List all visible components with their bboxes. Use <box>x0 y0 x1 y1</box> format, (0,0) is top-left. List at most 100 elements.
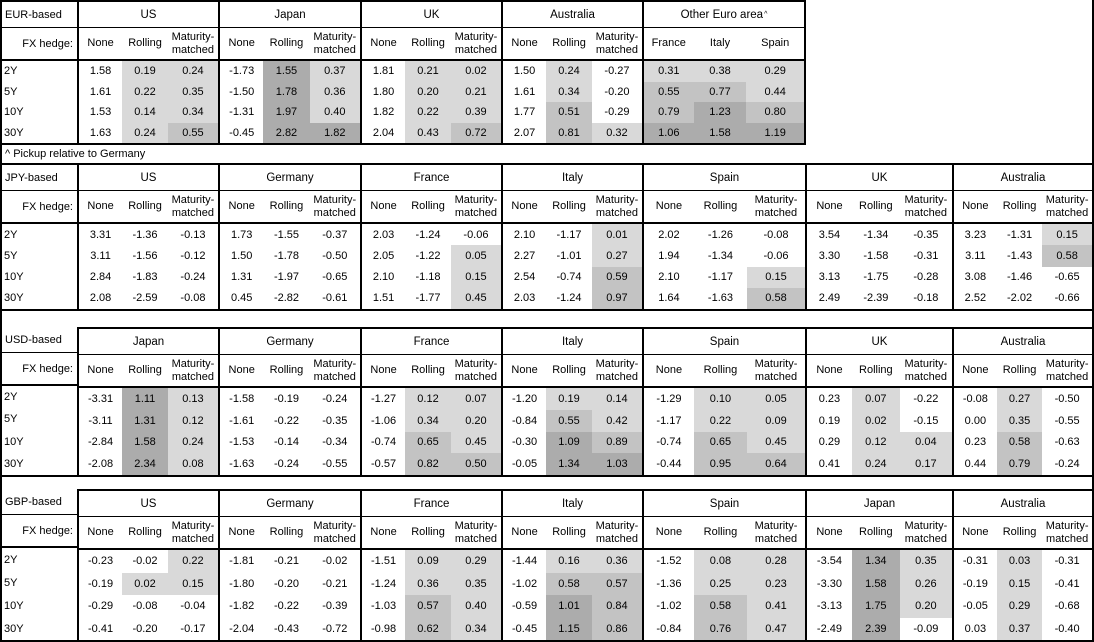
value-cell: 2.10 <box>658 271 680 284</box>
table-row: -0.41 -0.20 -0.17 <box>79 618 218 641</box>
value-cell: 0.65 <box>405 431 451 454</box>
value-cell: -1.81 <box>229 555 255 568</box>
value-cell: 0.36 <box>405 572 451 595</box>
value-cell: -1.18 <box>415 271 441 284</box>
country-group-australia: Australia None Rolling Maturity-matched 1.50… <box>501 0 642 143</box>
table-row: 2.08 -2.59 -0.08 <box>79 288 218 309</box>
value-cell: -0.24 <box>322 392 348 405</box>
value-cell: -1.06 <box>371 414 397 427</box>
value-cell: -0.19 <box>273 392 300 405</box>
value-cell: 0.58 <box>747 287 805 309</box>
table-row: 2.03 -1.24 -0.06 <box>362 224 501 245</box>
table-row: -0.08 0.27 -0.50 <box>954 388 1092 410</box>
data-rows: 2.10 -1.17 0.01 2.27 -1.01 0.27 2.54 -0.74 0.59 2… <box>503 224 642 309</box>
value-cell: 0.40 <box>309 102 360 123</box>
value-cell: 0.44 <box>964 458 987 471</box>
value-cell: 1.03 <box>591 453 642 475</box>
value-cell: 3.08 <box>964 271 987 284</box>
column-header-none: None <box>228 37 255 50</box>
country-header-label: Spain <box>709 171 740 184</box>
value-cell: -1.55 <box>273 228 300 241</box>
country-group-us: US None Rolling Maturity-matched -0.23 -0.02 0… <box>77 489 218 640</box>
value-cell: 0.08 <box>693 550 748 573</box>
value-cell: -1.17 <box>656 414 682 427</box>
value-cell: 0.03 <box>964 622 987 635</box>
value-cell: 1.51 <box>372 292 395 305</box>
value-cell: 0.95 <box>693 453 748 475</box>
rates-table-gbp-based: GBP-based FX hedge: 2Y 5Y 10Y 30Y US None Rollin… <box>2 489 1092 642</box>
value-cell: -2.39 <box>863 292 889 305</box>
table-row: 1.73 -1.55 -0.37 <box>220 224 360 245</box>
value-cell: 0.77 <box>693 81 747 102</box>
value-cell: 0.07 <box>851 388 900 410</box>
column-header-spain: Spain <box>761 37 790 50</box>
label-column: USD-based FX hedge: 2Y 5Y 10Y 30Y <box>2 327 77 475</box>
value-cell: -0.24 <box>1054 458 1080 471</box>
value-cell: 0.21 <box>405 61 451 82</box>
table-row: 0.23 0.07 -0.22 <box>807 388 952 410</box>
value-cell: -0.39 <box>322 600 348 613</box>
table-row: 0.41 0.24 0.17 <box>807 453 952 475</box>
table-row: 0.23 0.58 -0.63 <box>954 431 1092 454</box>
value-cell: -0.37 <box>322 228 348 241</box>
value-cell: -1.36 <box>656 577 682 590</box>
column-header-maturity-matched: Maturity-matched <box>754 194 798 219</box>
value-cell: 0.45 <box>450 431 501 454</box>
value-cell: -0.66 <box>1054 292 1080 305</box>
value-cell: -1.03 <box>371 600 397 613</box>
column-header-none: None <box>655 200 683 213</box>
column-header-rolling: Rolling <box>859 526 893 539</box>
country-header: France <box>362 329 501 355</box>
value-cell: 0.36 <box>591 550 642 573</box>
value-cell: 0.29 <box>996 595 1043 618</box>
value-cell: -0.45 <box>512 622 538 635</box>
column-header-maturity-matched: Maturity-matched <box>313 194 357 219</box>
value-cell: 1.63 <box>89 126 112 139</box>
country-header: France <box>362 491 501 517</box>
column-header-maturity-matched: Maturity-matched <box>1045 358 1089 383</box>
table-row: 2.02 -1.26 -0.08 <box>644 224 805 245</box>
country-group-italy: Italy None Rolling Maturity-matched -1.20 0.1… <box>501 327 642 475</box>
value-cell: 0.72 <box>450 122 501 143</box>
value-cell: -0.20 <box>132 622 158 635</box>
value-cell: -0.41 <box>1054 577 1080 590</box>
value-cell: -0.08 <box>962 392 988 405</box>
value-cell: 0.51 <box>546 102 592 123</box>
value-cell: 0.80 <box>746 102 804 123</box>
table-row: 2.27 -1.01 0.27 <box>503 245 642 267</box>
data-rows: 0.23 0.07 -0.22 0.19 0.02 -0.15 0.29 0.12 0.04 0.… <box>807 388 952 475</box>
table-row: -1.51 0.09 0.29 <box>362 550 501 573</box>
table-row: 0.00 0.35 -0.55 <box>954 409 1092 432</box>
hedge-column-headers: None Rolling Maturity-matched <box>362 28 501 61</box>
value-cell: -0.09 <box>913 622 939 635</box>
value-cell: 0.89 <box>591 431 642 454</box>
table-row: 1.50 0.24 -0.27 <box>503 61 642 82</box>
value-cell: -0.22 <box>913 392 939 405</box>
value-cell: 0.58 <box>693 595 748 618</box>
value-cell: 0.24 <box>122 122 168 143</box>
value-cell: -0.18 <box>913 292 939 305</box>
table-row: -0.98 0.62 0.34 <box>362 617 501 640</box>
value-cell: 0.09 <box>405 550 451 573</box>
value-cell: 0.24 <box>167 61 218 82</box>
value-cell: 0.44 <box>746 81 804 102</box>
data-rows: -1.73 1.55 0.37 -1.50 1.78 0.36 -1.31 1.97 0.40-… <box>220 61 360 143</box>
value-cell: 1.80 <box>372 85 395 98</box>
value-cell: 3.11 <box>965 249 986 262</box>
table-row: -0.84 0.55 0.42 <box>503 409 642 432</box>
value-cell: 0.25 <box>693 572 748 595</box>
country-group-spain: Spain None Rolling Maturity-matched 2.02 -1.2… <box>642 163 805 309</box>
table-row: 1.63 0.24 0.55 <box>79 122 218 143</box>
country-group-france: France None Rolling Maturity-matched -1.51 0.… <box>360 489 501 640</box>
value-cell: -0.24 <box>180 271 206 284</box>
value-cell: 0.36 <box>309 81 360 102</box>
value-cell: 0.64 <box>747 453 805 475</box>
value-cell: 0.10 <box>693 388 748 410</box>
value-cell: 0.08 <box>167 453 218 475</box>
value-cell: 0.15 <box>996 572 1043 595</box>
country-header: Australia <box>503 2 642 28</box>
value-cell: -2.82 <box>273 292 300 305</box>
column-header-rolling: Rolling <box>552 37 586 50</box>
